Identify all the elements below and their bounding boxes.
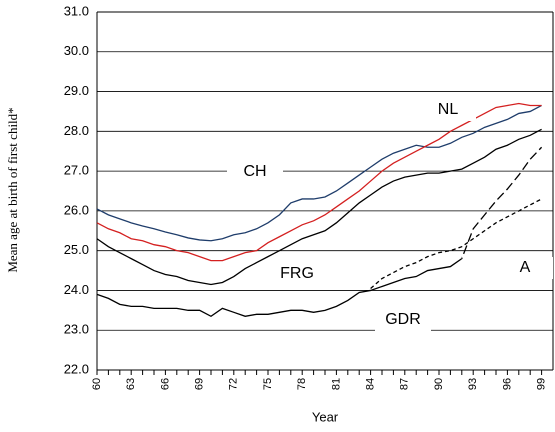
series-label-bg [375, 309, 431, 331]
x-tick-label: 78 [296, 378, 308, 390]
y-tick-label: 27.0 [64, 163, 89, 178]
y-tick-label: 29.0 [64, 83, 89, 98]
x-tick-label: 66 [159, 378, 171, 390]
y-axis-label: Mean age at birth of first child* [5, 107, 20, 272]
x-tick-label: 72 [228, 378, 240, 390]
series-label-bg [269, 263, 325, 285]
y-tick-label: 24.0 [64, 282, 89, 297]
series-line [96, 102, 542, 262]
x-tick-label: 75 [262, 378, 274, 390]
series-label-bg [497, 257, 553, 279]
series-line [370, 198, 542, 289]
y-tick-label: 26.0 [64, 202, 89, 217]
series-label: GDR [385, 311, 421, 328]
series-label-bg [227, 161, 283, 183]
x-tick-label: 93 [467, 378, 479, 390]
x-tick-label: 90 [433, 378, 445, 390]
x-tick-label: 60 [91, 378, 103, 390]
series-label: NL [438, 101, 459, 118]
y-tick-label: 23.0 [64, 322, 89, 337]
y-tick-label: 30.0 [64, 43, 89, 58]
series-line [96, 104, 542, 242]
series-label: CH [243, 163, 266, 180]
y-tick-label: 28.0 [64, 123, 89, 138]
x-tick-label: 81 [330, 378, 342, 390]
x-axis-label: Year [312, 409, 339, 424]
series-label-bg [420, 99, 476, 121]
series-label: FRG [280, 265, 314, 282]
x-tick-label: 96 [501, 378, 513, 390]
x-tick-label: 63 [125, 378, 137, 390]
x-tick-label: 69 [194, 378, 206, 390]
y-tick-label: 31.0 [64, 3, 89, 18]
x-tick-label: 84 [365, 378, 377, 390]
y-tick-label: 25.0 [64, 242, 89, 257]
series-line [96, 256, 462, 318]
series-line [96, 128, 542, 286]
x-tick-label: 99 [536, 378, 548, 390]
series-label: A [520, 259, 531, 276]
y-tick-label: 22.0 [64, 361, 89, 376]
x-tick-label: 87 [399, 378, 411, 390]
